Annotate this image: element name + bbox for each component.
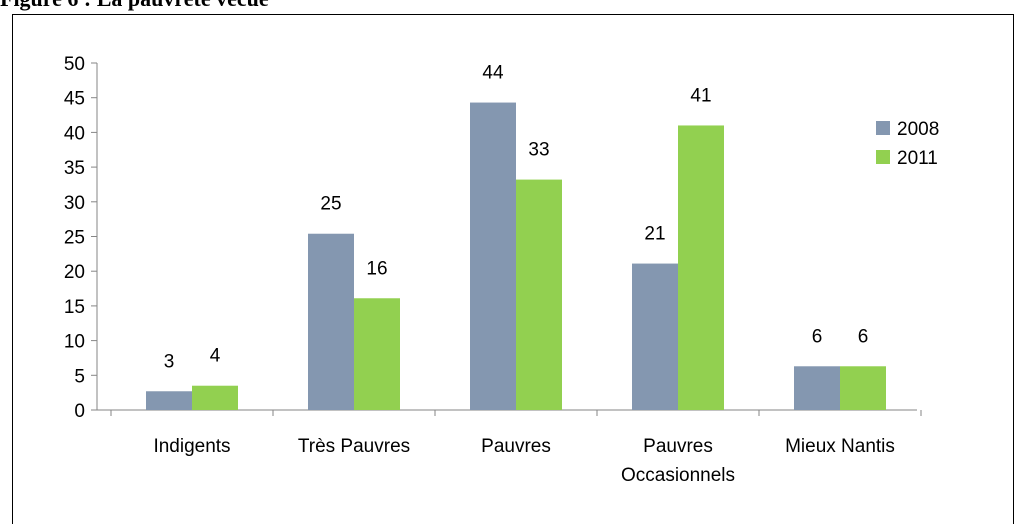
legend-swatch bbox=[876, 121, 890, 135]
x-tick-label: Mieux Nantis bbox=[785, 436, 895, 457]
bar bbox=[308, 233, 354, 410]
bar bbox=[354, 298, 400, 410]
data-label: 16 bbox=[366, 258, 387, 279]
bar bbox=[840, 366, 886, 410]
data-label: 6 bbox=[812, 326, 823, 347]
legend-label: 2011 bbox=[897, 148, 938, 169]
x-tick-label: Très Pauvres bbox=[298, 436, 410, 457]
y-tick-label: 10 bbox=[64, 332, 85, 353]
y-tick-label: 45 bbox=[64, 89, 85, 110]
bar bbox=[678, 125, 724, 411]
y-tick-label: 25 bbox=[64, 228, 85, 249]
x-tick-label: Pauvres bbox=[481, 436, 551, 457]
x-tick-label: Pauvres Occasionnels bbox=[621, 436, 735, 486]
bar bbox=[192, 385, 238, 410]
y-tick-label: 5 bbox=[74, 366, 85, 387]
chart-title: Figure 6 : La pauvreté vécue bbox=[0, 0, 269, 11]
y-tick-label: 20 bbox=[64, 262, 85, 283]
data-label: 3 bbox=[164, 351, 175, 372]
data-label: 4 bbox=[210, 346, 221, 367]
data-label: 25 bbox=[320, 194, 341, 215]
data-label: 6 bbox=[858, 326, 869, 347]
data-label: 44 bbox=[482, 63, 504, 84]
y-tick-label: 15 bbox=[64, 297, 85, 318]
bar bbox=[516, 179, 562, 410]
data-label: 33 bbox=[528, 140, 549, 161]
legend-swatch bbox=[876, 150, 890, 164]
bar bbox=[794, 366, 840, 410]
y-tick-label: 30 bbox=[64, 193, 85, 214]
legend-label: 2008 bbox=[897, 119, 939, 140]
y-tick-label: 35 bbox=[64, 158, 85, 179]
y-tick-label: 0 bbox=[74, 401, 85, 422]
bar bbox=[146, 391, 192, 410]
y-tick-label: 50 bbox=[64, 54, 85, 75]
bar bbox=[632, 263, 678, 410]
chart-frame bbox=[12, 14, 1014, 524]
data-label: 21 bbox=[644, 224, 665, 245]
data-label: 41 bbox=[690, 85, 711, 106]
x-tick-label: Indigents bbox=[153, 436, 230, 457]
bar bbox=[470, 102, 516, 411]
y-tick-label: 40 bbox=[64, 123, 85, 144]
